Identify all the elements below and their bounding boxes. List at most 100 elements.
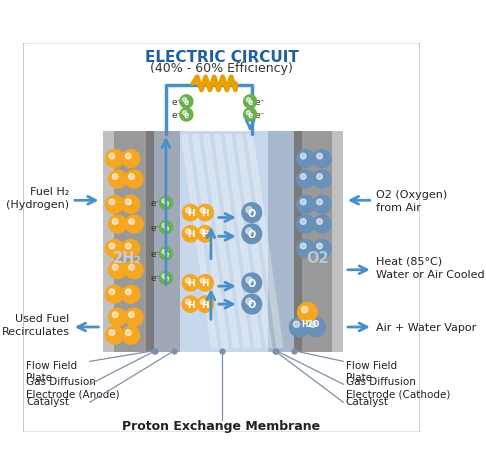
Text: Air + Water Vapor: Air + Water Vapor xyxy=(376,322,476,332)
Text: Gas Diffusion
Electrode (Cathode): Gas Diffusion Electrode (Cathode) xyxy=(346,376,450,398)
Text: ELECTRIC CIRCUIT: ELECTRIC CIRCUIT xyxy=(145,50,298,65)
Circle shape xyxy=(313,240,331,258)
Circle shape xyxy=(246,207,252,214)
Text: Gas Diffusion
Electrode (Anode): Gas Diffusion Electrode (Anode) xyxy=(26,376,120,398)
Text: O: O xyxy=(248,278,256,288)
Circle shape xyxy=(182,275,199,291)
Circle shape xyxy=(186,208,191,213)
Text: (40% - 60% Efficiency): (40% - 60% Efficiency) xyxy=(150,61,293,74)
Text: e: e xyxy=(184,111,189,120)
Circle shape xyxy=(105,150,123,168)
Text: e⁻: e⁻ xyxy=(255,98,265,107)
Circle shape xyxy=(243,96,257,109)
Text: O2 (Oxygen)
from Air: O2 (Oxygen) from Air xyxy=(376,189,447,212)
Bar xyxy=(295,131,302,352)
Text: H: H xyxy=(201,208,209,218)
Circle shape xyxy=(300,199,306,205)
Circle shape xyxy=(317,219,322,225)
Circle shape xyxy=(297,150,315,168)
Circle shape xyxy=(197,205,213,221)
Circle shape xyxy=(243,109,257,122)
Circle shape xyxy=(317,244,322,249)
Circle shape xyxy=(109,289,115,295)
Circle shape xyxy=(105,286,123,304)
Circle shape xyxy=(125,261,143,279)
Text: 2H₂: 2H₂ xyxy=(113,250,142,266)
Bar xyxy=(103,131,154,352)
Circle shape xyxy=(109,199,115,205)
Circle shape xyxy=(162,275,166,278)
Circle shape xyxy=(159,197,173,210)
Text: e: e xyxy=(247,111,253,120)
Circle shape xyxy=(122,240,140,258)
Circle shape xyxy=(300,219,306,225)
Circle shape xyxy=(129,265,135,270)
Bar xyxy=(180,131,268,352)
Circle shape xyxy=(109,308,127,327)
Circle shape xyxy=(122,286,140,304)
Circle shape xyxy=(129,174,135,180)
Circle shape xyxy=(109,154,115,159)
Text: e: e xyxy=(163,199,169,208)
Circle shape xyxy=(105,196,123,214)
Circle shape xyxy=(125,308,143,327)
Text: e⁻: e⁻ xyxy=(151,274,161,283)
Circle shape xyxy=(109,244,115,249)
Circle shape xyxy=(125,199,131,205)
Circle shape xyxy=(122,196,140,214)
Circle shape xyxy=(109,171,127,188)
Circle shape xyxy=(162,224,166,228)
Circle shape xyxy=(129,219,135,225)
Circle shape xyxy=(242,295,261,314)
Circle shape xyxy=(162,250,166,254)
Circle shape xyxy=(200,278,206,284)
Circle shape xyxy=(200,299,206,305)
Circle shape xyxy=(162,199,166,204)
Circle shape xyxy=(105,240,123,258)
Circle shape xyxy=(182,205,199,221)
Circle shape xyxy=(105,327,123,345)
Circle shape xyxy=(125,289,131,295)
Circle shape xyxy=(182,226,199,242)
Circle shape xyxy=(313,171,331,188)
Circle shape xyxy=(129,312,135,318)
Circle shape xyxy=(186,278,191,284)
Circle shape xyxy=(159,272,173,285)
Text: Used Fuel
Recirculates: Used Fuel Recirculates xyxy=(1,314,69,336)
Circle shape xyxy=(197,275,213,291)
Text: H: H xyxy=(187,300,194,309)
Text: H: H xyxy=(187,279,194,288)
Circle shape xyxy=(297,216,315,234)
Circle shape xyxy=(242,274,261,293)
Circle shape xyxy=(122,327,140,345)
Circle shape xyxy=(297,171,315,188)
Circle shape xyxy=(297,196,315,214)
Text: e⁻: e⁻ xyxy=(151,249,161,258)
Circle shape xyxy=(182,98,187,102)
Text: Flow Field
Plate: Flow Field Plate xyxy=(346,360,397,382)
Bar xyxy=(154,131,180,352)
Text: H2O: H2O xyxy=(301,319,320,328)
Text: H: H xyxy=(201,300,209,309)
Circle shape xyxy=(125,171,143,188)
Circle shape xyxy=(125,244,131,249)
Circle shape xyxy=(317,174,322,180)
Text: e: e xyxy=(247,98,253,107)
Circle shape xyxy=(300,244,306,249)
Text: e⁻: e⁻ xyxy=(151,223,161,232)
Text: e⁻: e⁻ xyxy=(172,111,182,120)
Circle shape xyxy=(246,278,252,284)
Circle shape xyxy=(246,111,250,116)
Circle shape xyxy=(186,229,191,235)
Text: Heat (85°C)
Water or Air Cooled: Heat (85°C) Water or Air Cooled xyxy=(376,257,485,279)
Text: e⁻: e⁻ xyxy=(255,111,265,120)
Text: Flow Field
Plate: Flow Field Plate xyxy=(26,360,77,382)
Circle shape xyxy=(182,297,199,313)
Circle shape xyxy=(159,221,173,234)
Circle shape xyxy=(197,297,213,313)
Circle shape xyxy=(112,312,118,318)
Circle shape xyxy=(186,299,191,305)
Text: e⁻: e⁻ xyxy=(172,98,182,107)
Text: H: H xyxy=(187,230,194,239)
Circle shape xyxy=(125,154,131,159)
